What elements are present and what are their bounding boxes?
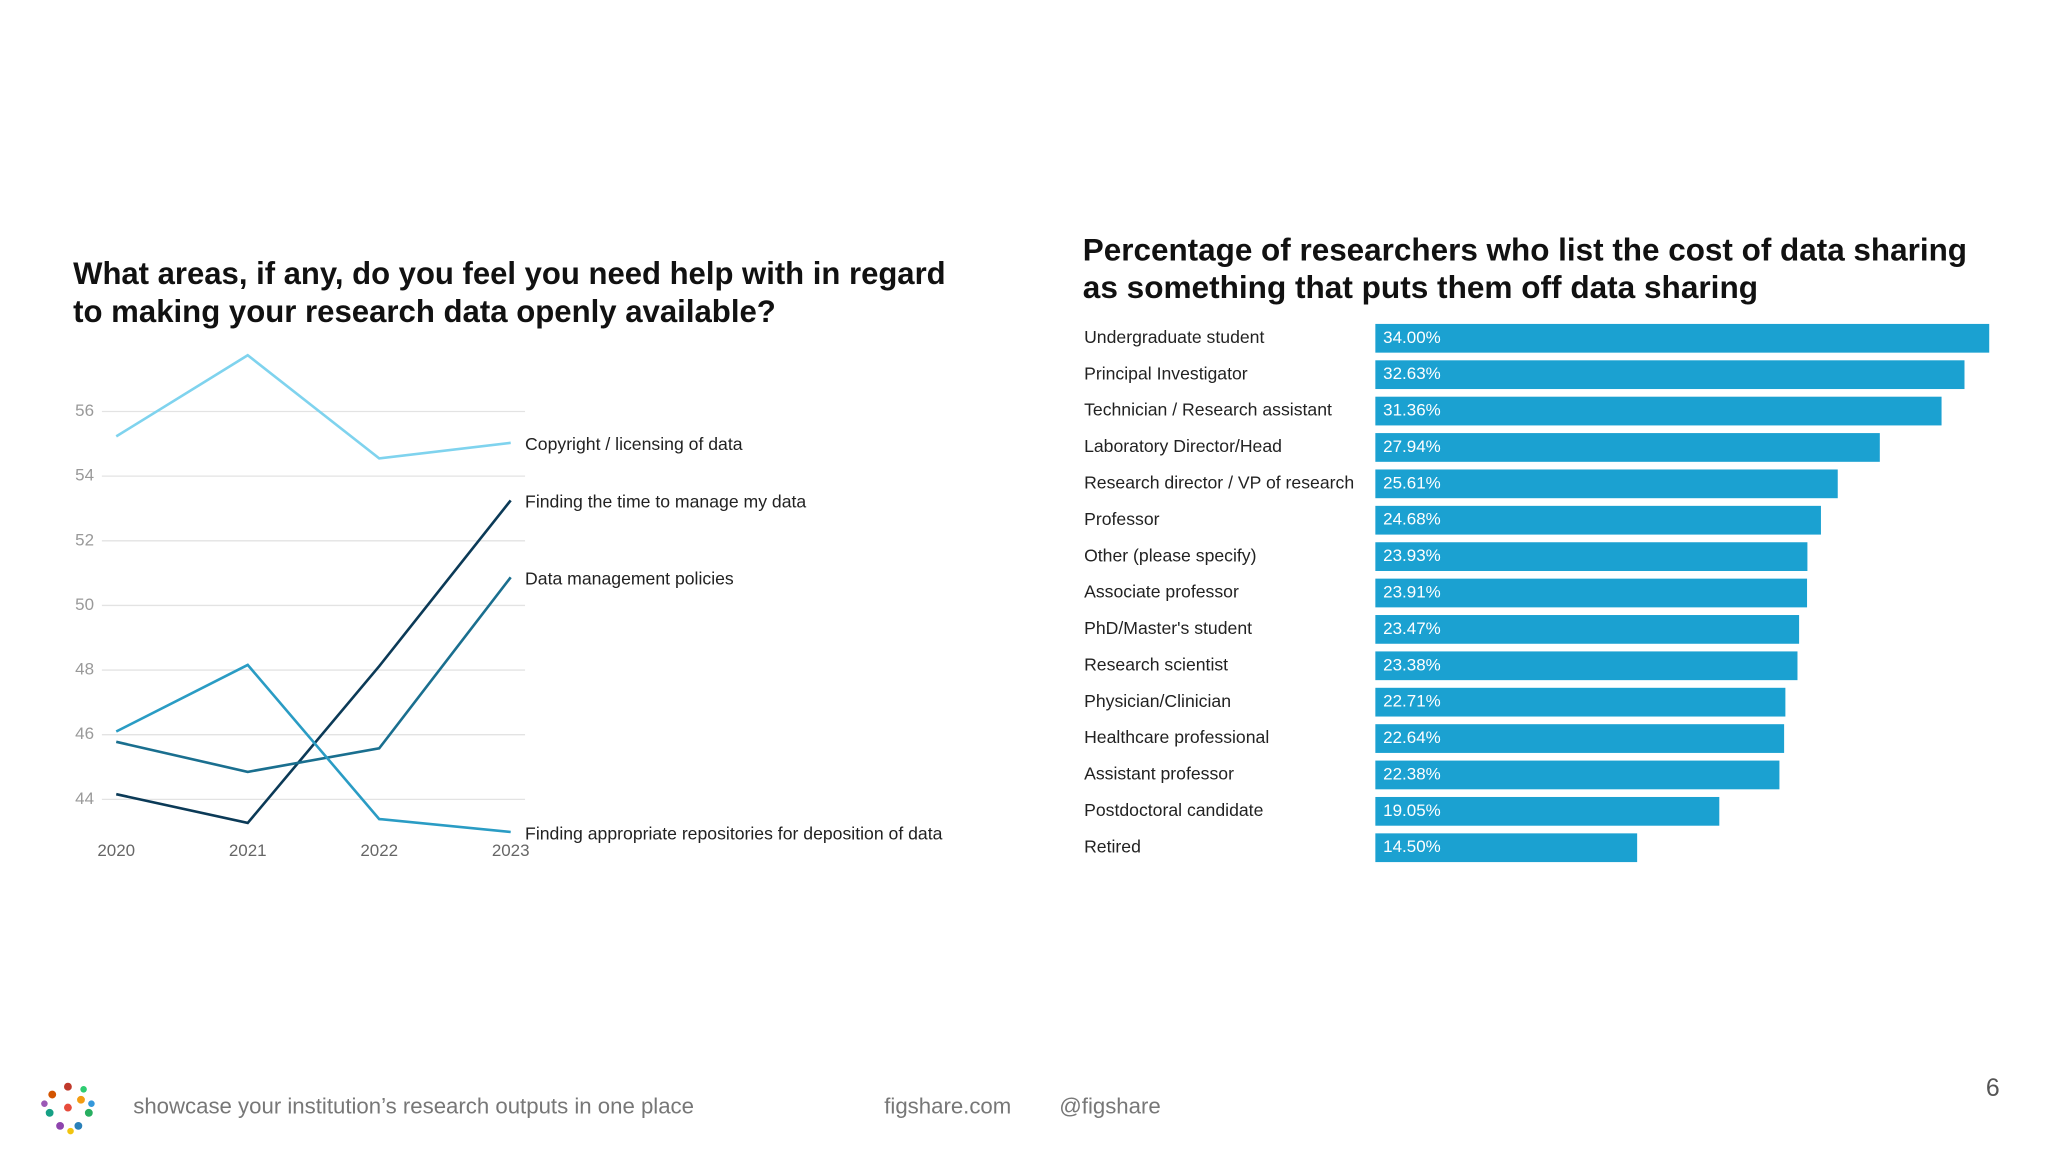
tagline: showcase your institution’s research out… (133, 1093, 694, 1118)
logo (41, 1082, 95, 1135)
series-label: Copyright / licensing of data (525, 434, 743, 454)
series-line (115, 663, 511, 834)
bar (1375, 760, 1780, 790)
value-label: 14.50% (1383, 837, 1441, 856)
category-label: Undergraduate student (1084, 327, 1264, 347)
value-label: 19.05% (1383, 801, 1441, 820)
bar (1375, 360, 1965, 390)
category-label: Other (please specify) (1084, 545, 1256, 565)
category-label: Laboratory Director/Head (1084, 436, 1282, 456)
series-line (115, 576, 512, 774)
category-label: Postdoctoral candidate (1084, 800, 1264, 820)
bar (1375, 469, 1838, 499)
value-label: 23.47% (1383, 619, 1441, 638)
category-label: Technician / Research assistant (1084, 400, 1332, 420)
y-tick-label: 56 (75, 401, 94, 420)
category-label: Assistant professor (1084, 764, 1234, 784)
bar (1375, 796, 1720, 826)
category-label: Retired (1084, 836, 1141, 856)
value-label: 22.38% (1383, 764, 1441, 783)
y-tick-label: 44 (75, 789, 94, 808)
value-label: 31.36% (1383, 401, 1441, 420)
value-label: 23.38% (1383, 655, 1441, 674)
series-label: Finding the time to manage my data (525, 492, 806, 512)
site: figshare.com (884, 1093, 1011, 1118)
series-line (115, 353, 511, 460)
bar (1375, 833, 1638, 863)
value-label: 22.71% (1383, 692, 1441, 711)
value-label: 27.94% (1383, 437, 1441, 456)
value-label: 24.68% (1383, 510, 1441, 529)
category-label: Principal Investigator (1084, 363, 1248, 383)
chart-title: What areas, if any, do you feel you need… (73, 256, 945, 291)
x-tick-label: 2023 (492, 841, 530, 860)
x-tick-label: 2020 (97, 841, 135, 860)
y-tick-label: 46 (75, 724, 94, 743)
bar (1375, 433, 1880, 462)
series-label: Data management policies (525, 569, 734, 589)
value-label: 23.91% (1383, 582, 1441, 601)
y-tick-label: 54 (75, 466, 94, 485)
page-number: 6 (1986, 1075, 2000, 1102)
bar (1375, 687, 1786, 717)
value-label: 34.00% (1383, 328, 1441, 347)
value-label: 25.61% (1383, 473, 1441, 492)
chart-title: as something that puts them off data sha… (1083, 270, 1758, 305)
value-label: 32.63% (1383, 364, 1441, 383)
y-tick-label: 48 (75, 660, 94, 679)
category-label: Healthcare professional (1084, 727, 1269, 747)
category-label: Physician/Clinician (1084, 691, 1231, 711)
category-label: Research director / VP of research (1084, 472, 1354, 492)
chart-title: Percentage of researchers who list the c… (1083, 232, 1967, 267)
series-label: Finding appropriate repositories for dep… (525, 823, 943, 843)
y-tick-label: 50 (75, 595, 94, 614)
bar (1375, 323, 1990, 353)
bar (1375, 505, 1821, 535)
x-tick-label: 2022 (360, 841, 398, 860)
bar (1375, 651, 1798, 681)
chart-title: to making your research data openly avai… (73, 294, 776, 329)
bar (1375, 578, 1808, 608)
bar (1375, 615, 1800, 644)
handle: @figshare (1059, 1093, 1160, 1118)
value-label: 23.93% (1383, 546, 1441, 565)
value-label: 22.64% (1383, 728, 1441, 747)
bar (1375, 542, 1808, 571)
category-label: Research scientist (1084, 654, 1228, 674)
category-label: Professor (1084, 509, 1160, 529)
category-label: Associate professor (1084, 582, 1239, 602)
category-label: PhD/Master's student (1084, 618, 1252, 638)
series-line (115, 499, 512, 825)
bar (1375, 396, 1942, 426)
x-tick-label: 2021 (229, 841, 267, 860)
y-tick-label: 52 (75, 530, 94, 549)
bar (1375, 724, 1785, 753)
